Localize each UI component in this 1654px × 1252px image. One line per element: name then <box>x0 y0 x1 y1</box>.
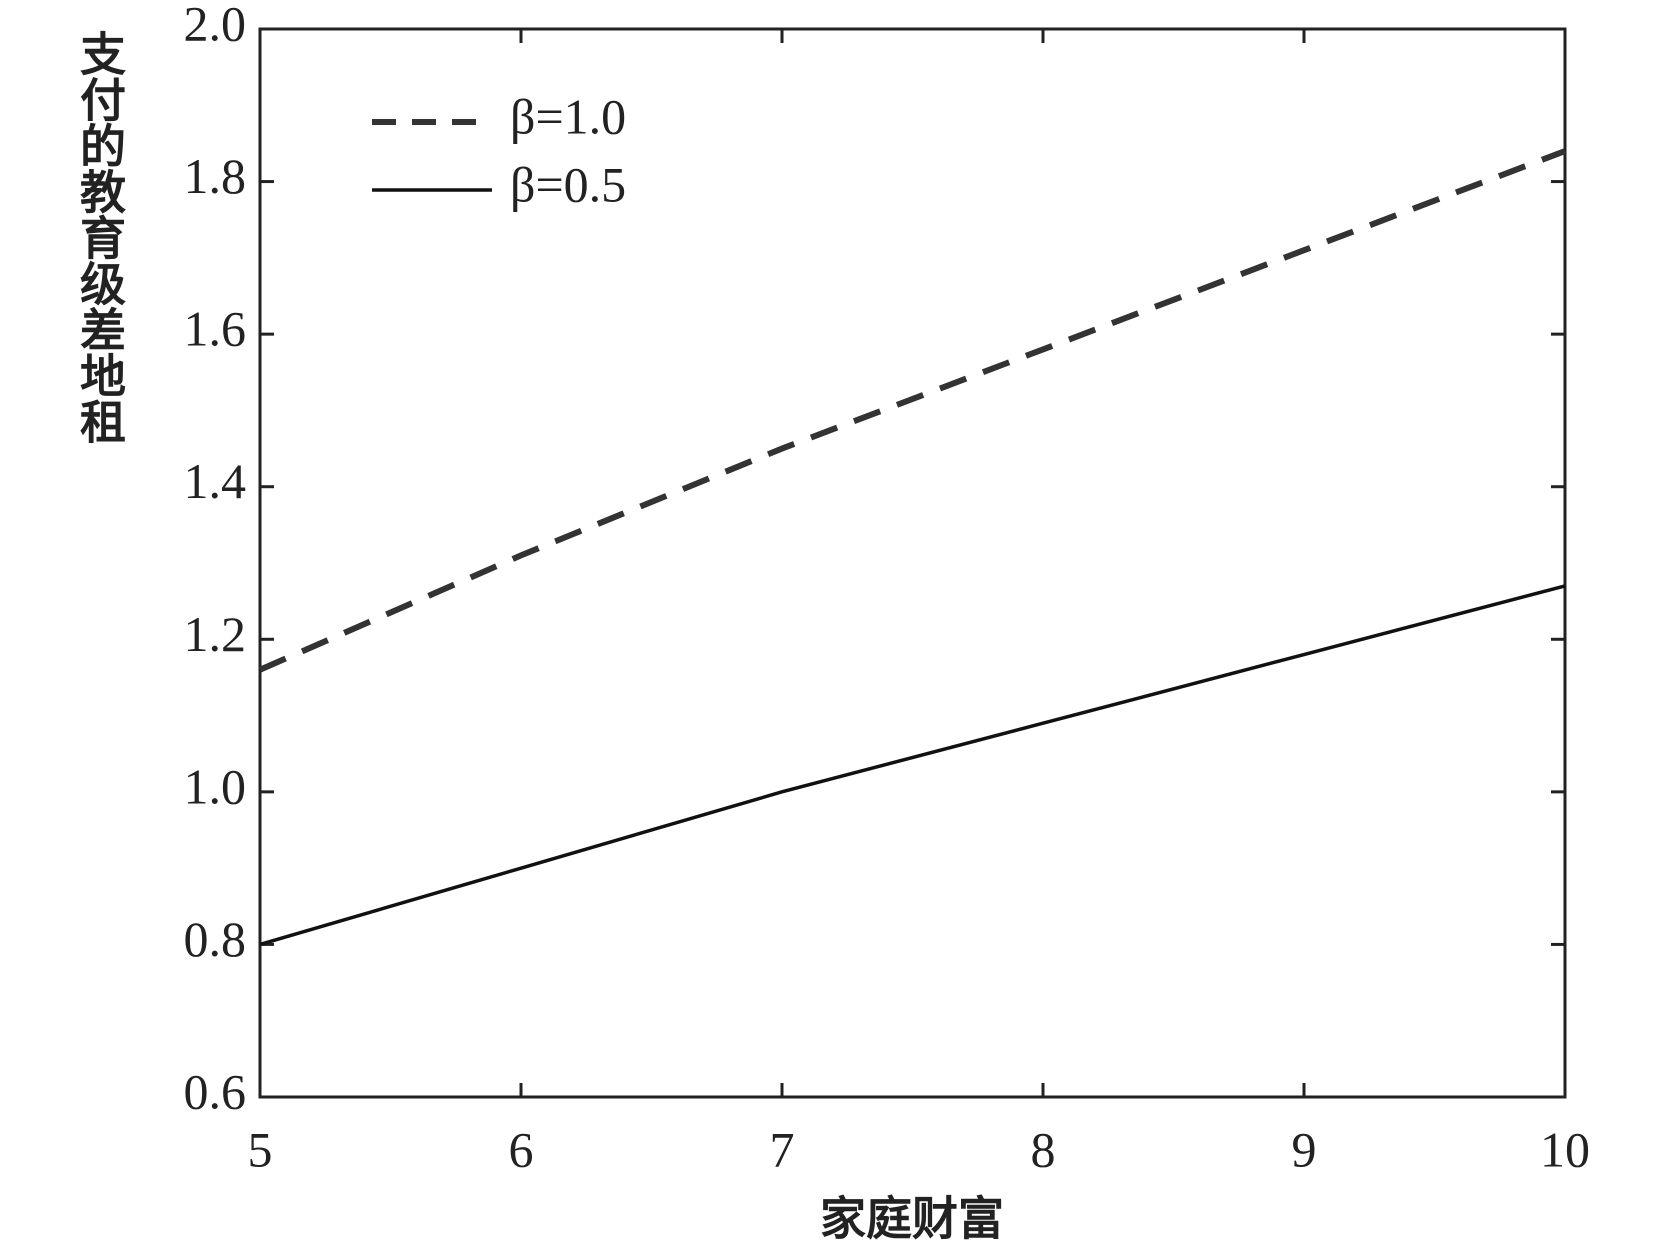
y-tick-label: 0.8 <box>184 911 247 967</box>
x-tick-label: 9 <box>1292 1121 1317 1177</box>
y-tick-label: 1.0 <box>184 758 247 814</box>
data-line <box>259 584 1566 947</box>
y-tick-label: 1.8 <box>184 148 247 204</box>
x-tick-label: 7 <box>770 1121 795 1177</box>
y-tick-label: 2.0 <box>184 0 247 51</box>
x-tick-label: 8 <box>1031 1121 1056 1177</box>
y-tick-label: 1.2 <box>184 606 247 662</box>
x-axis-label: 家庭财富 <box>820 1192 1004 1246</box>
y-tick-label: 0.6 <box>184 1063 247 1119</box>
legend-label: β=1.0 <box>510 88 626 144</box>
x-tick-label: 5 <box>248 1121 273 1177</box>
y-tick-label: 1.4 <box>184 453 247 509</box>
legend-label: β=0.5 <box>510 156 626 212</box>
y-axis-label: 支付的教育级差地租 <box>73 30 127 444</box>
x-tick-label: 10 <box>1540 1121 1590 1177</box>
x-tick-label: 6 <box>509 1121 534 1177</box>
y-tick-label: 1.6 <box>184 301 247 357</box>
plot-frame <box>258 27 1567 1099</box>
data-line <box>258 148 1567 673</box>
